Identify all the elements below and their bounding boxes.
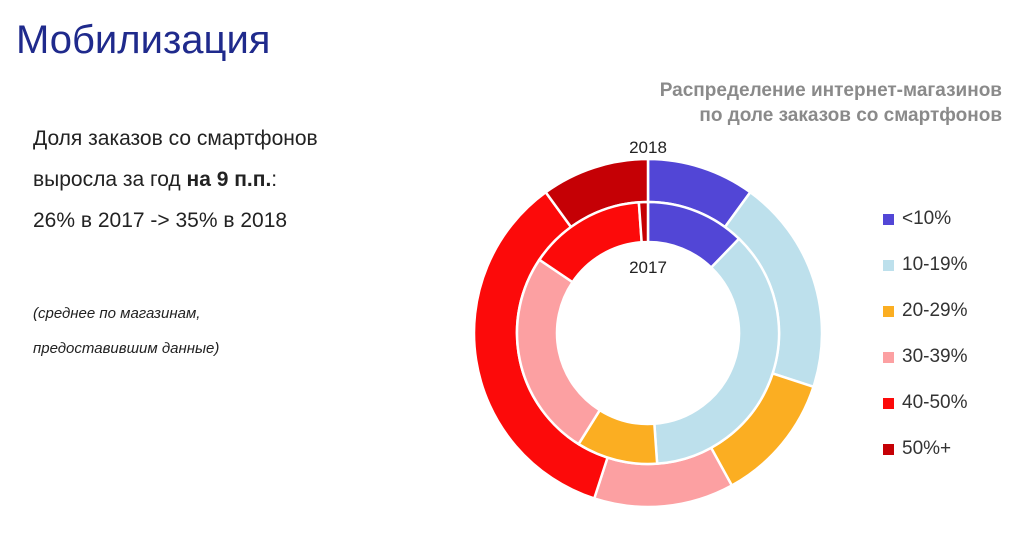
legend-label: 30-39% [902,346,968,367]
lead-line-3: 26% в 2017 -> 35% в 2018 [33,209,288,232]
legend-item: 50%+ [883,426,968,472]
lead-line-2-bold: на 9 п.п. [186,168,272,191]
lead-line-2-prefix: выросла за год [33,168,187,191]
lead-line-2-suffix: : [271,168,278,191]
legend-label: 20-29% [902,300,968,321]
legend-label: 40-50% [902,392,968,413]
chart-title-line-1: Распределение интернет-магазинов [659,80,1002,101]
legend-item: 10-19% [883,242,968,288]
legend-swatch [883,213,894,225]
legend-label: 10-19% [902,254,968,275]
slide-title: Мобилизация [16,18,271,62]
ring-label-2018: 2018 [629,138,667,157]
legend-item: 20-29% [883,288,968,334]
lead-text: Доля заказов со смартфонов выросла за го… [33,118,318,241]
legend-swatch [883,259,894,271]
donut-segment-2017-5 [637,200,650,244]
legend-swatch [883,351,894,363]
legend-swatch [883,305,894,317]
legend-item: <10% [883,196,968,242]
note-line-1: (среднее по магазинам, [33,305,201,322]
legend-swatch [883,443,894,455]
donut-segment-2017-1 [653,236,781,466]
legend-item: 40-50% [883,380,968,426]
note-text: (среднее по магазинам, предоставившим да… [33,296,219,366]
ring-label-2017: 2017 [629,258,667,277]
legend-label: <10% [902,208,952,229]
legend-swatch [883,397,894,409]
legend-label: 50%+ [902,438,952,459]
lead-line-2: выросла за год на 9 п.п.: [33,159,318,200]
legend-item: 30-39% [883,334,968,380]
chart-legend: <10% 10-19% 20-29% 30-39% 40-50% 50%+ [883,196,968,472]
chart-title: Распределение интернет-магазинов по доле… [660,78,1002,128]
chart-title-line-2: по доле заказов со смартфонов [699,105,1002,126]
lead-line-1: Доля заказов со смартфонов [33,127,318,150]
note-line-2: предоставившим данные) [33,340,220,357]
